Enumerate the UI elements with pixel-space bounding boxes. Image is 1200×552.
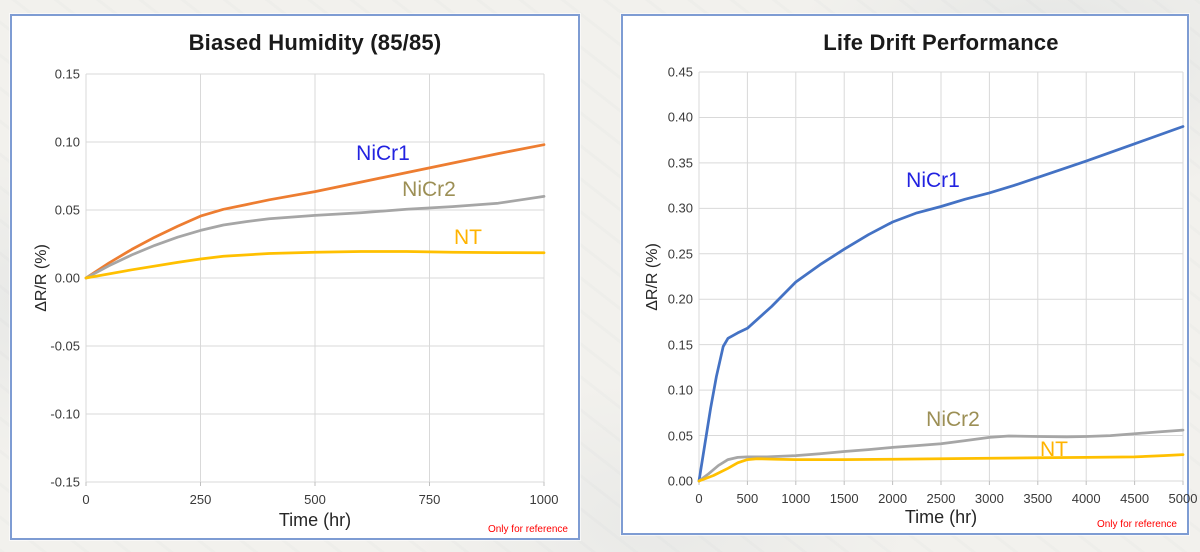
x-tick-label: 1000 (781, 491, 811, 506)
chart-title-biased-humidity: Biased Humidity (85/85) (188, 30, 442, 55)
y-tick-label: 0.00 (667, 473, 693, 489)
reference-note: Only for reference (1096, 519, 1177, 530)
y-tick-label: 0.20 (667, 291, 693, 307)
chart-title-life-drift: Life Drift Performance (823, 30, 1059, 55)
y-tick-label: 0.05 (54, 202, 80, 218)
series-line-nicr1 (84, 143, 546, 280)
plot-area (84, 73, 546, 486)
y-tick-label: 0.05 (667, 428, 693, 444)
y-tick-label: 0.25 (667, 246, 693, 262)
x-tick-label: 4500 (1120, 491, 1150, 506)
x-tick-label: 250 (189, 492, 212, 507)
x-tick-label: 4000 (1071, 491, 1101, 506)
series-label-nicr1: NiCr1 (906, 169, 960, 192)
x-tick-label: 2000 (878, 491, 908, 506)
x-tick-label: 5000 (1168, 491, 1198, 506)
series-label-nt: NT (1040, 438, 1068, 461)
reference-note: Only for reference (487, 524, 568, 535)
y-tick-label: -0.15 (50, 474, 80, 490)
y-tick-label: -0.05 (50, 338, 80, 354)
y-tick-label: 0.30 (667, 200, 693, 216)
y-tick-label: 0.35 (667, 155, 693, 171)
series-line-nicr2 (697, 428, 1185, 483)
series-label-nicr1: NiCr1 (356, 142, 410, 165)
y-tick-label: 0.10 (54, 134, 80, 150)
x-tick-label: 750 (418, 492, 441, 507)
y-tick-label: 0.00 (54, 270, 80, 286)
y-tick-label: 0.10 (667, 382, 693, 398)
series-label-nt: NT (454, 226, 482, 249)
x-tick-label: 500 (304, 492, 326, 507)
y-tick-label: 0.15 (667, 337, 693, 353)
y-tick-label: -0.10 (50, 406, 80, 422)
series-line-nicr2 (84, 195, 546, 280)
x-tick-label: 0 (82, 492, 90, 507)
chart-panel-biased-humidity: Biased Humidity (85/85) ΔR/R (%) Time (h… (10, 14, 580, 540)
x-tick-label: 0 (695, 491, 703, 506)
x-axis-title: Time (hr) (904, 507, 978, 527)
chart-panel-life-drift: Life Drift Performance ΔR/R (%) Time (hr… (621, 14, 1197, 535)
series-label-nicr2: NiCr2 (402, 178, 456, 201)
x-tick-label: 1500 (829, 491, 859, 506)
x-axis-title: Time (hr) (278, 510, 352, 530)
x-tick-label: 3000 (974, 491, 1004, 506)
x-tick-label: 3500 (1023, 491, 1053, 506)
series-label-nicr2: NiCr2 (926, 408, 980, 431)
series-line-nt (697, 453, 1185, 483)
y-tick-label: 0.40 (667, 109, 693, 125)
plot-area (697, 71, 1185, 485)
series-line-nt (84, 250, 546, 280)
x-tick-label: 2500 (926, 491, 956, 506)
x-tick-label: 500 (736, 491, 759, 506)
x-tick-label: 1000 (529, 492, 559, 507)
y-tick-label: 0.45 (667, 64, 693, 80)
series-line-nicr1 (697, 125, 1185, 483)
y-tick-label: 0.15 (54, 66, 80, 82)
